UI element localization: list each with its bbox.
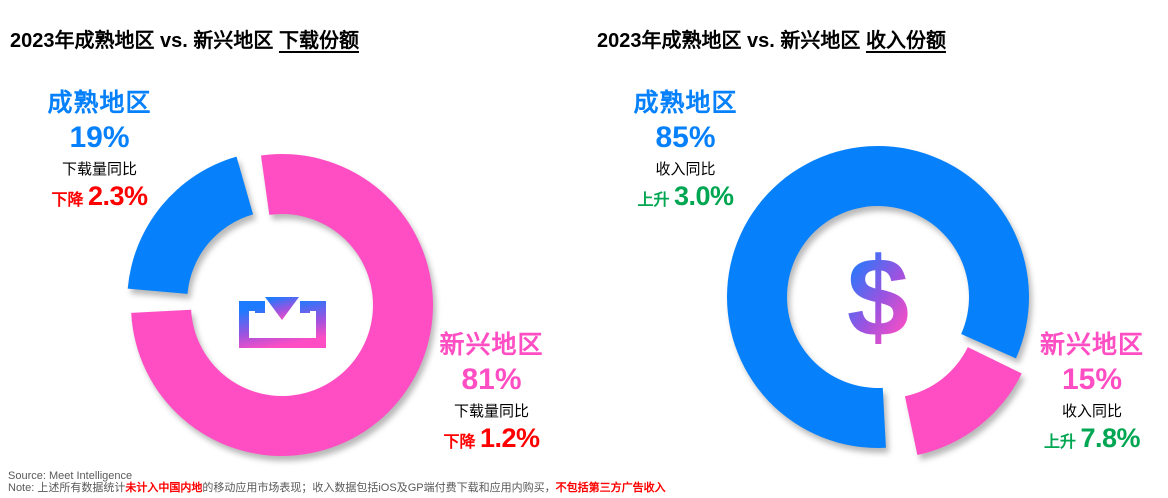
revenue-emerging-change-value: 7.8% [1080,423,1140,453]
downloads-emerging-change-value: 1.2% [479,423,540,453]
revenue-mature-change-direction: 上升 [637,192,670,209]
revenue-mature-share: 85% [655,121,716,154]
revenue-title-prefix: 2023年成熟地区 vs. 新兴地区 [597,30,866,52]
downloads-emerging-name: 新兴地区 [439,331,544,359]
revenue-emerging-change: 上升 7.8% [1018,423,1166,458]
revenue-title-keyword: 收入份额 [865,30,946,52]
source-text: Source: Meet Intelligence [8,470,133,482]
revenue-donut-chart: $ [727,146,1029,455]
revenue-mature-metric: 收入同比 [655,161,716,178]
downloads-mature-change-direction: 下降 [51,192,84,209]
revenue-donut-segments [727,146,1029,455]
mature-segment [127,156,254,294]
note-middle: 的移动应用市场表现；收入数据包括iOS及GP端付费下载和应用内购买， [202,482,556,494]
revenue-emerging-label-block: 新兴地区 15% 收入同比 上升 7.8% [1018,330,1166,458]
downloads-emerging-metric: 下载量同比 [453,403,529,420]
downloads-emerging-label-block: 新兴地区 81% 下载量同比 下降 1.2% [409,330,574,458]
note-exclusion-china: 未计入中国内地 [125,482,203,494]
downloads-emerging-share: 81% [461,363,522,396]
mature-segment [727,146,1029,448]
downloads-mature-share: 19% [69,121,130,154]
revenue-chart-title: 2023年成熟地区 vs. 新兴地区 收入份额 [597,24,946,53]
downloads-title-keyword: 下载份额 [278,30,359,52]
downloads-mature-name: 成熟地区 [47,89,152,117]
revenue-emerging-name: 新兴地区 [1039,331,1144,359]
revenue-emerging-metric: 收入同比 [1061,403,1122,420]
emerging-segment [131,154,433,456]
downloads-donut-segments [127,154,433,456]
revenue-emerging-change-direction: 上升 [1043,434,1076,451]
downloads-chart-title: 2023年成熟地区 vs. 新兴地区 下载份额 [10,24,359,53]
revenue-mature-change: 上升 3.0% [603,181,768,216]
emerging-segment [904,347,1022,455]
downloads-mature-change: 下降 2.3% [17,181,182,216]
dollar-icon: $ [847,235,909,360]
note-exclusion-ads: 不包括第三方广告收入 [555,482,666,494]
revenue-mature-change-value: 3.0% [673,181,734,211]
downloads-mature-label-block: 成熟地区 19% 下载量同比 下降 2.3% [17,88,182,216]
downloads-mature-change-value: 2.3% [87,181,148,211]
downloads-mature-metric: 下载量同比 [61,161,137,178]
downloads-donut-chart [127,154,433,456]
downloads-emerging-change-direction: 下降 [443,434,476,451]
revenue-mature-name: 成熟地区 [633,89,738,117]
download-icon [239,257,326,348]
revenue-emerging-share: 15% [1061,363,1123,396]
downloads-title-prefix: 2023年成熟地区 vs. 新兴地区 [10,30,279,52]
revenue-mature-label-block: 成熟地区 85% 收入同比 上升 3.0% [603,88,768,216]
note-prefix: Note: 上述所有数据统计 [8,482,126,494]
downloads-emerging-change: 下降 1.2% [409,423,574,458]
note-text: Note: 上述所有数据统计未计入中国内地的移动应用市场表现；收入数据包括iOS… [8,482,666,495]
